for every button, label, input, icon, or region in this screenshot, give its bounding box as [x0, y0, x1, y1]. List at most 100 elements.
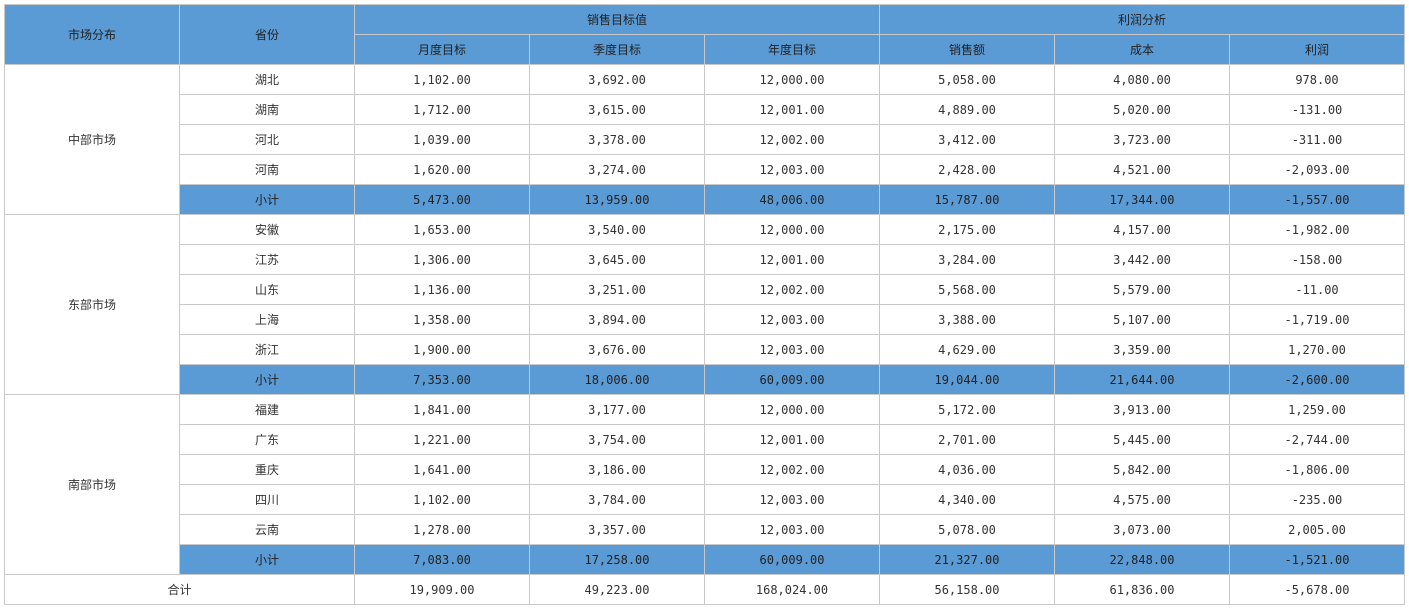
value-cell: -11.00 [1230, 275, 1405, 305]
value-cell: 3,357.00 [530, 515, 705, 545]
col-province: 省份 [180, 5, 355, 65]
value-cell: 12,003.00 [705, 155, 880, 185]
table-row: 广东1,221.003,754.0012,001.002,701.005,445… [5, 425, 1405, 455]
value-cell: 1,653.00 [355, 215, 530, 245]
table-row: 四川1,102.003,784.0012,003.004,340.004,575… [5, 485, 1405, 515]
subtotal-value: 21,327.00 [880, 545, 1055, 575]
table-row: 上海1,358.003,894.0012,003.003,388.005,107… [5, 305, 1405, 335]
value-cell: 1,039.00 [355, 125, 530, 155]
value-cell: 1,900.00 [355, 335, 530, 365]
value-cell: -1,719.00 [1230, 305, 1405, 335]
total-value: -5,678.00 [1230, 575, 1405, 605]
value-cell: 3,754.00 [530, 425, 705, 455]
value-cell: 3,442.00 [1055, 245, 1230, 275]
province-cell: 江苏 [180, 245, 355, 275]
province-cell: 云南 [180, 515, 355, 545]
value-cell: 12,002.00 [705, 125, 880, 155]
subtotal-value: 60,009.00 [705, 365, 880, 395]
market-cell: 东部市场 [5, 215, 180, 395]
value-cell: 4,080.00 [1055, 65, 1230, 95]
value-cell: 4,629.00 [880, 335, 1055, 365]
col-market: 市场分布 [5, 5, 180, 65]
value-cell: 12,002.00 [705, 455, 880, 485]
subtotal-value: 17,344.00 [1055, 185, 1230, 215]
table-row: 河北1,039.003,378.0012,002.003,412.003,723… [5, 125, 1405, 155]
value-cell: 3,251.00 [530, 275, 705, 305]
value-cell: 3,388.00 [880, 305, 1055, 335]
value-cell: 12,000.00 [705, 65, 880, 95]
subtotal-value: 7,353.00 [355, 365, 530, 395]
subtotal-row: 小计7,083.0017,258.0060,009.0021,327.0022,… [5, 545, 1405, 575]
value-cell: 12,001.00 [705, 95, 880, 125]
province-cell: 四川 [180, 485, 355, 515]
subtotal-label: 小计 [180, 365, 355, 395]
table-row: 河南1,620.003,274.0012,003.002,428.004,521… [5, 155, 1405, 185]
value-cell: -1,982.00 [1230, 215, 1405, 245]
col-profit: 利润 [1230, 35, 1405, 65]
value-cell: -2,744.00 [1230, 425, 1405, 455]
market-cell: 南部市场 [5, 395, 180, 575]
value-cell: -1,806.00 [1230, 455, 1405, 485]
subtotal-value: 15,787.00 [880, 185, 1055, 215]
table-row: 南部市场福建1,841.003,177.0012,000.005,172.003… [5, 395, 1405, 425]
subtotal-label: 小计 [180, 185, 355, 215]
subtotal-value: -1,521.00 [1230, 545, 1405, 575]
subtotal-value: 19,044.00 [880, 365, 1055, 395]
value-cell: 1,102.00 [355, 485, 530, 515]
value-cell: 4,157.00 [1055, 215, 1230, 245]
value-cell: 1,259.00 [1230, 395, 1405, 425]
table-row: 湖南1,712.003,615.0012,001.004,889.005,020… [5, 95, 1405, 125]
value-cell: 3,894.00 [530, 305, 705, 335]
subtotal-value: 17,258.00 [530, 545, 705, 575]
value-cell: -158.00 [1230, 245, 1405, 275]
value-cell: 3,913.00 [1055, 395, 1230, 425]
value-cell: 5,172.00 [880, 395, 1055, 425]
subtotal-value: 22,848.00 [1055, 545, 1230, 575]
subtotal-value: 21,644.00 [1055, 365, 1230, 395]
value-cell: -311.00 [1230, 125, 1405, 155]
value-cell: 3,615.00 [530, 95, 705, 125]
value-cell: 3,540.00 [530, 215, 705, 245]
province-cell: 广东 [180, 425, 355, 455]
value-cell: 1,641.00 [355, 455, 530, 485]
value-cell: 3,359.00 [1055, 335, 1230, 365]
value-cell: 12,002.00 [705, 275, 880, 305]
value-cell: -131.00 [1230, 95, 1405, 125]
value-cell: 5,445.00 [1055, 425, 1230, 455]
value-cell: 4,521.00 [1055, 155, 1230, 185]
total-label: 合计 [5, 575, 355, 605]
total-value: 61,836.00 [1055, 575, 1230, 605]
value-cell: 4,340.00 [880, 485, 1055, 515]
value-cell: 3,412.00 [880, 125, 1055, 155]
value-cell: 3,723.00 [1055, 125, 1230, 155]
value-cell: 3,784.00 [530, 485, 705, 515]
value-cell: 1,270.00 [1230, 335, 1405, 365]
value-cell: 1,221.00 [355, 425, 530, 455]
table-row: 重庆1,641.003,186.0012,002.004,036.005,842… [5, 455, 1405, 485]
total-value: 56,158.00 [880, 575, 1055, 605]
value-cell: 3,177.00 [530, 395, 705, 425]
value-cell: 1,306.00 [355, 245, 530, 275]
value-cell: 12,000.00 [705, 215, 880, 245]
value-cell: 4,575.00 [1055, 485, 1230, 515]
subtotal-value: -2,600.00 [1230, 365, 1405, 395]
province-cell: 浙江 [180, 335, 355, 365]
col-sales: 销售额 [880, 35, 1055, 65]
value-cell: 3,645.00 [530, 245, 705, 275]
value-cell: 12,001.00 [705, 245, 880, 275]
value-cell: 12,003.00 [705, 485, 880, 515]
total-row: 合计19,909.0049,223.00168,024.0056,158.006… [5, 575, 1405, 605]
value-cell: 12,003.00 [705, 515, 880, 545]
value-cell: 4,889.00 [880, 95, 1055, 125]
table-row: 云南1,278.003,357.0012,003.005,078.003,073… [5, 515, 1405, 545]
subtotal-label: 小计 [180, 545, 355, 575]
sales-profit-table: 市场分布 省份 销售目标值 利润分析 月度目标 季度目标 年度目标 销售额 成本… [4, 4, 1405, 605]
subtotal-value: 5,473.00 [355, 185, 530, 215]
value-cell: 3,073.00 [1055, 515, 1230, 545]
province-cell: 福建 [180, 395, 355, 425]
total-value: 19,909.00 [355, 575, 530, 605]
value-cell: 5,842.00 [1055, 455, 1230, 485]
subtotal-row: 小计5,473.0013,959.0048,006.0015,787.0017,… [5, 185, 1405, 215]
col-cost: 成本 [1055, 35, 1230, 65]
col-month-target: 月度目标 [355, 35, 530, 65]
